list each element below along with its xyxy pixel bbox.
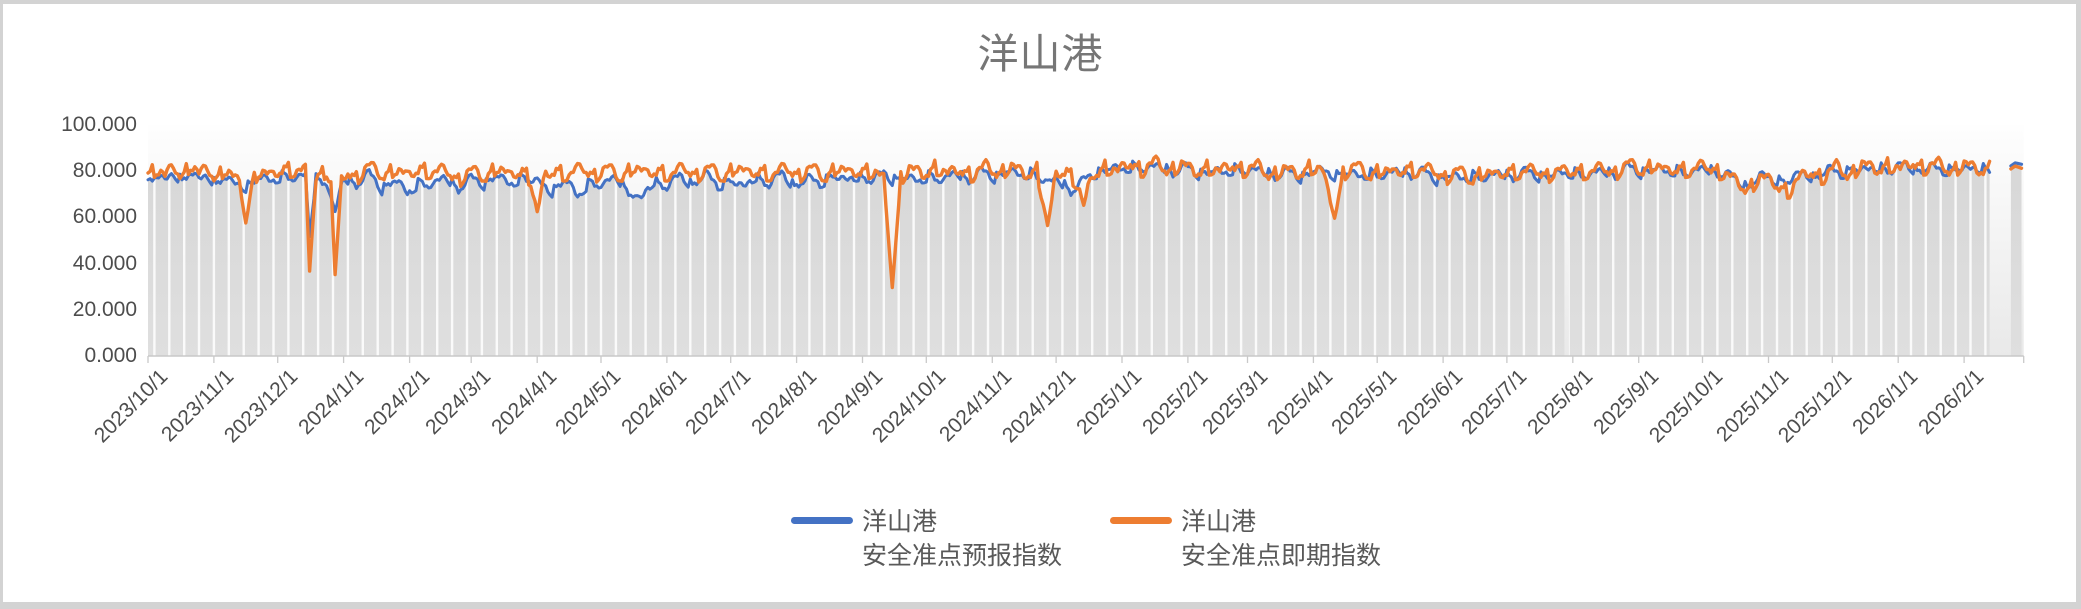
y-axis-label: 100.000 bbox=[61, 113, 137, 136]
area-fill-trailing bbox=[2010, 166, 2022, 356]
chart-title: 洋山港 bbox=[977, 31, 1104, 77]
area-fill bbox=[148, 161, 1990, 356]
series-line-forecast bbox=[146, 159, 1992, 239]
y-axis-label: 40.000 bbox=[72, 251, 137, 275]
legend-label: 洋山港 安全准点预报指数 bbox=[861, 508, 1062, 570]
axis-tick-marks bbox=[147, 356, 2025, 363]
legend-line-swatch bbox=[790, 517, 853, 524]
legend: 洋山港 安全准点预报指数 洋山港 安全准点即期指数 bbox=[790, 505, 1381, 573]
y-axis-label: 60.000 bbox=[72, 205, 137, 229]
trailing-point-spot bbox=[2009, 164, 2024, 171]
legend-label: 洋山港 安全准点即期指数 bbox=[1181, 508, 1382, 570]
data-gap bbox=[1564, 125, 1569, 356]
trailing-point-forecast bbox=[2009, 161, 2024, 168]
y-axis-label: 20.000 bbox=[72, 297, 137, 321]
legend-line-swatch bbox=[1110, 517, 1172, 524]
legend-entry-forecast[interactable]: 洋山港 安全准点预报指数 bbox=[790, 505, 1062, 573]
y-axis-label: 0.000 bbox=[84, 344, 137, 367]
series-line-spot bbox=[146, 154, 1992, 290]
y-axis-label: 80.000 bbox=[72, 159, 137, 183]
legend-entry-spot[interactable]: 洋山港 安全准点即期指数 bbox=[1110, 505, 1381, 573]
